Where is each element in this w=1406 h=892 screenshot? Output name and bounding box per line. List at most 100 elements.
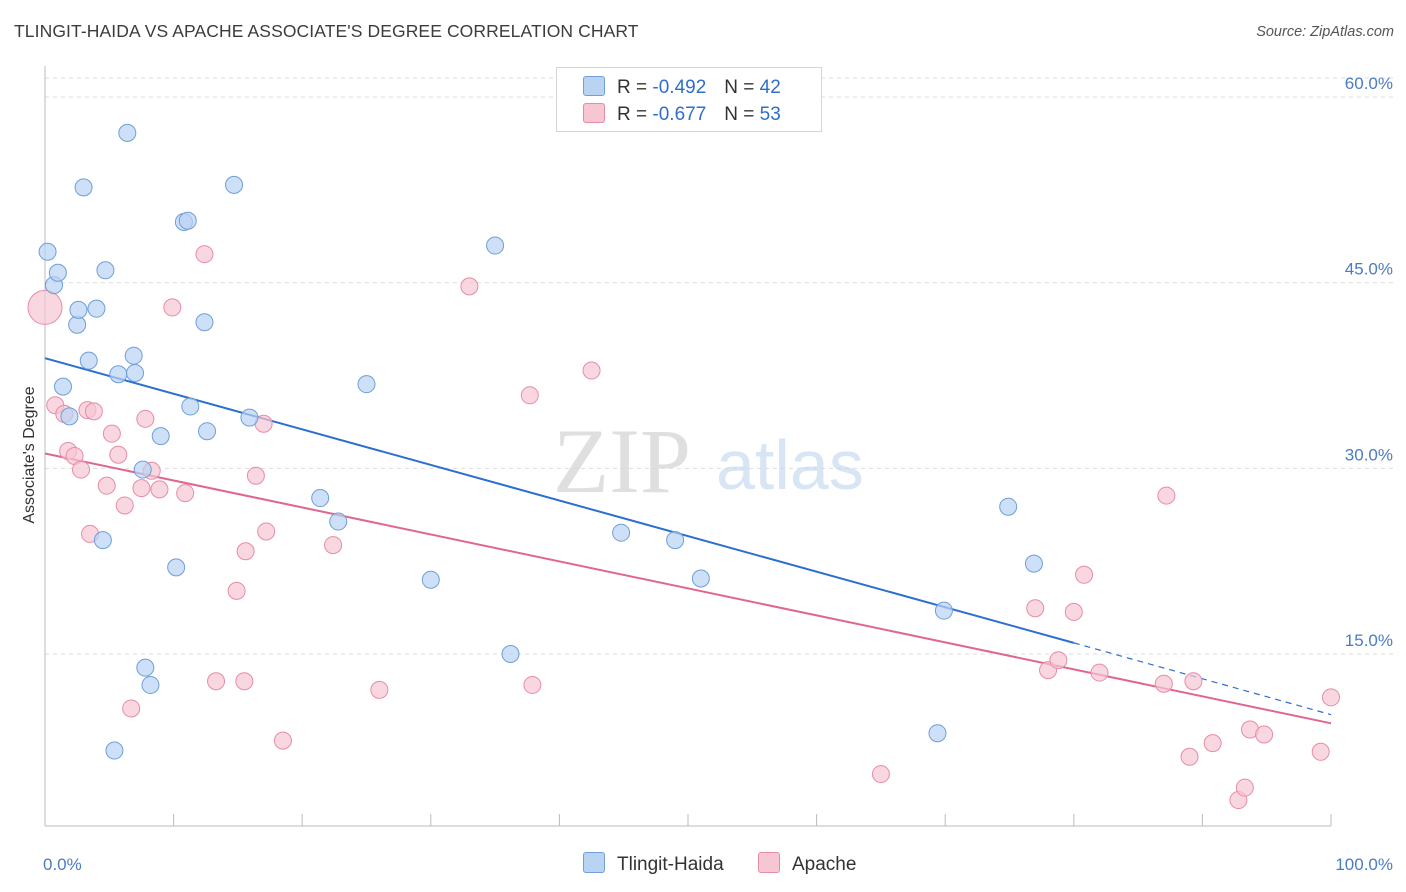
tlingit-haida-point — [934, 601, 953, 620]
bottom-legend-label: Tlingit-Haida — [617, 854, 724, 875]
apache-point — [27, 289, 63, 325]
tlingit-haida-point — [1024, 554, 1043, 573]
legend-swatch-tlingit-haida — [583, 76, 605, 96]
apache-point — [1049, 651, 1068, 670]
apache-point — [1235, 778, 1254, 797]
apache-point — [235, 672, 254, 691]
tlingit-haida-point — [126, 364, 145, 383]
y-axis-title: Associate's Degree — [21, 386, 38, 523]
apache-point — [871, 765, 890, 784]
apache-point — [582, 361, 601, 380]
apache-point — [1180, 747, 1199, 766]
x-tick-label-max: 100.0% — [1335, 855, 1393, 874]
apache-point — [257, 522, 276, 541]
apache-point — [176, 484, 195, 503]
tlingit-haida-point — [124, 346, 143, 365]
tlingit-haida-point — [311, 489, 330, 508]
source-label: Source: ZipAtlas.com — [1256, 24, 1394, 40]
legend-row-tlingit-haida: R = -0.492 N = 42 — [583, 76, 781, 98]
tlingit-haida-point — [501, 645, 520, 663]
y-tick-label: 15.0% — [1345, 631, 1393, 650]
tlingit-haida-point — [96, 261, 115, 280]
tlingit-haida-point — [141, 675, 160, 694]
apache-point — [136, 409, 155, 428]
watermark: ZIP atlas — [553, 410, 864, 512]
apache-point — [207, 672, 226, 691]
apache-point — [523, 675, 542, 694]
apache-point — [1090, 663, 1109, 682]
apache-point — [1311, 742, 1330, 761]
legend-row-apache: R = -0.677 N = 53 — [583, 103, 781, 125]
tlingit-haida-point — [109, 365, 128, 384]
bottom-legend-apache: Apache — [758, 852, 856, 876]
legend-n-label: N = — [724, 104, 755, 125]
tlingit-haida-point — [181, 397, 200, 416]
bottom-legend-swatch-tlingit-haida — [583, 852, 605, 873]
watermark-atlas: atlas — [716, 426, 864, 504]
legend-swatch-apache — [583, 103, 605, 123]
grid-layer — [45, 77, 1395, 655]
apache-point — [163, 298, 182, 317]
apache-point — [324, 536, 343, 555]
tlingit-haida-point — [105, 741, 124, 760]
apache-point — [72, 460, 91, 479]
apache-point — [195, 245, 214, 264]
apache-point — [109, 445, 128, 464]
trend-layer — [44, 357, 1332, 725]
legend-r-label: R = — [617, 77, 648, 98]
apache-point — [236, 542, 255, 561]
tlingit-haida-point — [999, 497, 1018, 516]
tlingit-haida-point — [151, 427, 170, 446]
y-tick-label: 60.0% — [1345, 74, 1393, 93]
y-tick-label: 30.0% — [1345, 445, 1393, 464]
tlingit-haida-point — [666, 531, 685, 550]
apache-point — [150, 480, 169, 499]
apache-point — [132, 479, 151, 498]
apache-point — [1184, 672, 1203, 691]
x-tick-label-min: 0.0% — [43, 855, 82, 874]
trend-line-apache — [44, 452, 1332, 725]
apache-point — [1075, 565, 1094, 584]
tlingit-haida-point — [178, 211, 197, 230]
apache-point — [102, 424, 121, 443]
tlingit-haida-point — [118, 123, 137, 142]
apache-point — [246, 466, 265, 485]
apache-point — [460, 277, 479, 296]
apache-point — [84, 402, 103, 421]
bottom-legend-swatch-apache — [758, 852, 780, 873]
watermark-zip: ZIP — [553, 410, 691, 512]
legend-r-value: -0.492 — [652, 77, 707, 98]
tlingit-haida-point — [198, 422, 217, 441]
points-layer — [27, 123, 1340, 810]
labels-layer: 15.0% 30.0% 45.0% 60.0% 0.0% 100.0% Associate'… — [21, 74, 1393, 874]
chart-title: TLINGIT-HAIDA VS APACHE ASSOCIATE'S DEGR… — [14, 21, 639, 41]
apache-point — [1154, 674, 1173, 693]
legend-n-value: 42 — [759, 77, 781, 98]
apache-point — [227, 581, 246, 600]
apache-point — [1064, 602, 1083, 621]
apache-point — [1026, 599, 1045, 618]
tlingit-haida-point — [691, 569, 710, 588]
bottom-legend-tlingit-haida: Tlingit-Haida — [583, 852, 724, 876]
trend-line-tlingit-haida — [44, 357, 1075, 644]
apache-point — [370, 680, 389, 699]
legend-r-value: -0.677 — [652, 104, 707, 125]
tlingit-haida-point — [79, 351, 98, 370]
tlingit-haida-point — [87, 299, 106, 318]
tlingit-haida-point — [54, 377, 73, 396]
legend-n-value: 53 — [759, 104, 781, 125]
tlingit-haida-point — [195, 313, 214, 332]
tlingit-haida-point — [133, 460, 152, 479]
legend-r-label: R = — [617, 104, 648, 125]
apache-point — [273, 731, 292, 750]
tlingit-haida-point — [38, 242, 57, 261]
apache-point — [1203, 734, 1222, 753]
apache-point — [122, 699, 141, 718]
trend-line-tlingit-haida-extension — [1073, 642, 1332, 716]
apache-point — [97, 476, 116, 495]
tlingit-haida-point — [69, 300, 88, 319]
axes-layer — [44, 66, 1332, 827]
apache-point — [1157, 486, 1176, 505]
tlingit-haida-point — [60, 407, 79, 426]
